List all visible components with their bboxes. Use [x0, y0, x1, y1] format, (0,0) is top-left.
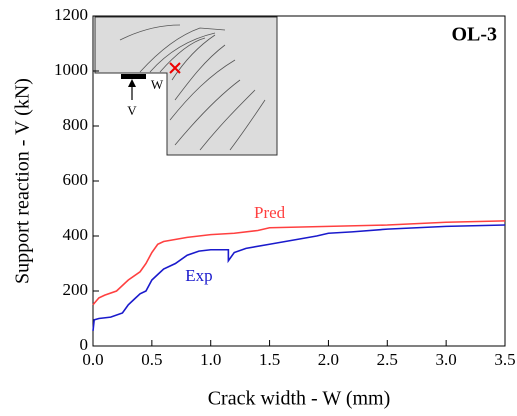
x-tick-label: 2.0 — [318, 350, 339, 369]
inset-marker — [169, 62, 181, 74]
x-tick-label: 1.0 — [200, 350, 221, 369]
x-tick-label: 0.5 — [141, 350, 162, 369]
x-tick-label: 3.5 — [494, 350, 515, 369]
x-tick-label: 0.0 — [82, 350, 103, 369]
inset-arrowhead — [128, 79, 136, 87]
y-tick-label: 0 — [80, 335, 89, 354]
series-line — [92, 224, 506, 331]
x-tick-label: 1.5 — [259, 350, 280, 369]
y-tick-label: 1000 — [54, 60, 88, 79]
inset-label: V — [127, 103, 137, 118]
inset-diagram: V W — [94, 16, 278, 156]
x-tick-label: 2.5 — [377, 350, 398, 369]
annotation: Pred — [254, 203, 286, 222]
series-line — [92, 220, 506, 306]
annotation: Exp — [185, 266, 212, 285]
y-tick-label: 400 — [63, 225, 89, 244]
inset-support — [121, 74, 146, 79]
inset-cracks — [119, 24, 266, 151]
y-tick-label: 600 — [63, 170, 89, 189]
x-tick-label: 3.0 — [436, 350, 457, 369]
x-axis-title: Crack width - W (mm) — [208, 388, 391, 410]
y-tick-label: 800 — [63, 115, 89, 134]
y-axis-title: Support reaction - V (kN) — [12, 78, 34, 284]
panel-label: OL-3 — [451, 24, 497, 46]
y-tick-label: 200 — [63, 280, 89, 299]
y-tick-label: 1200 — [54, 5, 88, 24]
inset-label: W — [151, 77, 164, 92]
